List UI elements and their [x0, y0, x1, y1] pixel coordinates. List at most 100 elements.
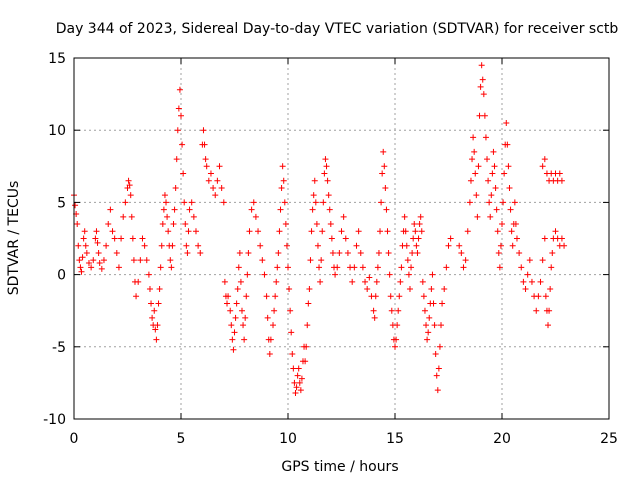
data-point — [541, 235, 548, 242]
data-point — [481, 112, 488, 119]
data-point — [524, 271, 531, 278]
data-point — [500, 199, 507, 206]
data-point — [252, 213, 259, 220]
data-point — [133, 293, 140, 300]
data-point — [128, 213, 135, 220]
data-point — [392, 343, 398, 350]
data-point — [180, 170, 187, 177]
data-point — [218, 184, 225, 191]
data-point — [154, 322, 161, 329]
data-point — [410, 235, 417, 242]
data-point — [443, 264, 450, 271]
data-point — [508, 228, 515, 235]
data-point — [326, 206, 333, 213]
data-point — [130, 257, 137, 264]
data-point — [484, 156, 491, 163]
data-point — [246, 228, 253, 235]
data-point — [151, 307, 158, 314]
x-tick-label: 10 — [279, 431, 297, 447]
data-point — [176, 86, 183, 93]
data-point — [316, 264, 323, 271]
data-point — [423, 322, 430, 329]
data-point — [414, 249, 421, 256]
data-point — [372, 293, 379, 300]
data-point — [272, 293, 279, 300]
data-point — [293, 384, 300, 391]
data-point — [80, 235, 87, 242]
data-point — [183, 242, 190, 249]
data-point — [328, 235, 335, 242]
data-point — [149, 314, 156, 321]
data-point — [210, 184, 217, 191]
data-point — [402, 228, 409, 235]
data-point — [513, 235, 520, 242]
data-point — [103, 242, 110, 249]
data-point — [111, 235, 118, 242]
data-point — [338, 228, 345, 235]
data-point — [558, 235, 565, 242]
data-point — [160, 206, 167, 213]
data-point — [445, 242, 452, 249]
data-point — [351, 264, 358, 271]
data-point — [321, 170, 328, 177]
data-point — [375, 249, 382, 256]
data-point — [305, 300, 312, 307]
data-point — [178, 112, 184, 119]
data-point — [382, 184, 389, 191]
data-point — [115, 264, 122, 271]
data-point — [153, 336, 160, 343]
data-point — [546, 307, 553, 314]
data-point — [137, 257, 144, 264]
data-point — [373, 278, 380, 285]
data-point — [537, 278, 544, 285]
data-point — [250, 199, 257, 206]
data-point — [235, 264, 242, 271]
data-point — [120, 213, 127, 220]
data-point — [273, 278, 280, 285]
data-point — [92, 235, 99, 242]
data-point — [143, 257, 150, 264]
data-point — [495, 249, 502, 256]
data-point — [432, 351, 439, 358]
data-point — [462, 257, 469, 264]
data-point — [501, 170, 508, 177]
data-point — [207, 170, 214, 177]
data-point — [163, 199, 170, 206]
data-point — [195, 242, 202, 249]
data-point — [472, 170, 479, 177]
data-points — [71, 62, 568, 397]
data-point — [113, 249, 120, 256]
data-point — [240, 322, 247, 329]
data-point — [419, 278, 426, 285]
data-point — [499, 221, 505, 228]
data-point — [276, 228, 283, 235]
data-point — [511, 199, 518, 206]
y-tick-labels: -10 -5 0 5 10 15 — [43, 51, 66, 428]
data-point — [535, 293, 542, 300]
data-point — [516, 249, 523, 256]
data-point — [109, 228, 116, 235]
data-point — [158, 242, 165, 249]
data-point — [473, 192, 480, 199]
data-point — [327, 221, 334, 228]
data-point — [152, 326, 159, 333]
data-point — [490, 148, 497, 155]
x-tick-label: 5 — [177, 431, 186, 447]
data-point — [439, 300, 446, 307]
data-point — [285, 264, 291, 271]
data-point — [496, 264, 503, 271]
data-point — [259, 257, 266, 264]
data-point — [203, 163, 210, 170]
data-point — [522, 286, 529, 293]
data-point — [175, 105, 182, 112]
data-point — [302, 358, 309, 365]
data-point — [275, 249, 282, 256]
data-point — [184, 249, 191, 256]
data-point — [135, 278, 142, 285]
data-point — [323, 163, 330, 170]
data-point — [248, 206, 255, 213]
data-point — [467, 177, 474, 184]
data-point — [378, 199, 385, 206]
data-point — [552, 228, 559, 235]
data-point — [430, 300, 437, 307]
